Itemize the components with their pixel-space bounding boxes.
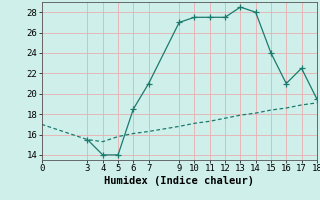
X-axis label: Humidex (Indice chaleur): Humidex (Indice chaleur) — [104, 176, 254, 186]
